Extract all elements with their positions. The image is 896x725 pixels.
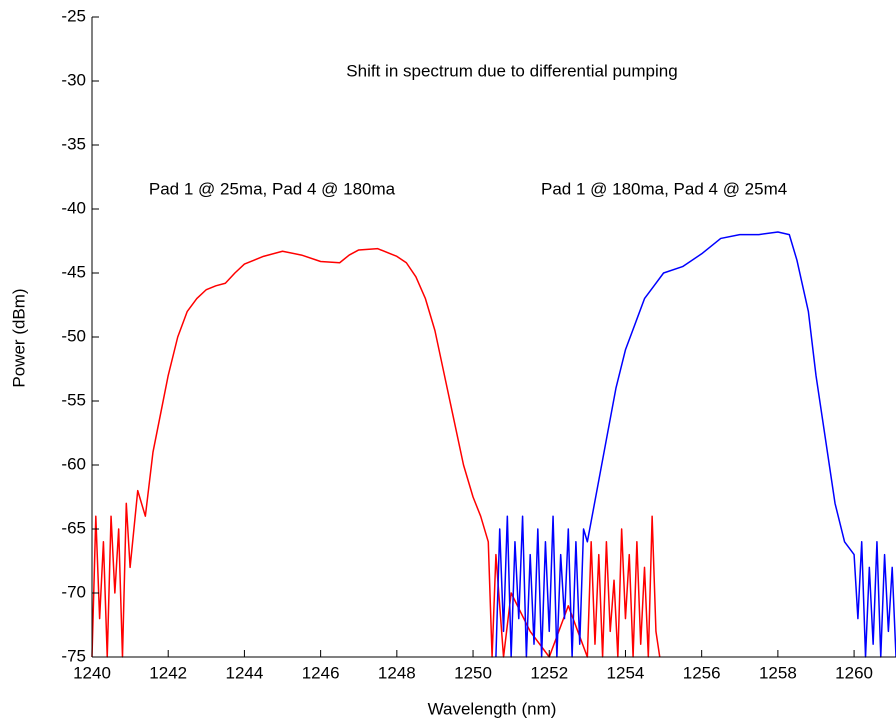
y-tick-label: -60 — [61, 454, 86, 473]
x-tick-label: 1252 — [530, 663, 568, 682]
x-tick-label: 1260 — [835, 663, 873, 682]
y-tick-label: -45 — [61, 262, 86, 281]
y-tick-label: -50 — [61, 326, 86, 345]
x-tick-label: 1250 — [454, 663, 492, 682]
y-tick-label: -30 — [61, 70, 86, 89]
x-tick-label: 1242 — [149, 663, 187, 682]
y-tick-label: -70 — [61, 582, 86, 601]
x-tick-label: 1256 — [683, 663, 721, 682]
x-tick-label: 1254 — [607, 663, 645, 682]
y-tick-label: -35 — [61, 134, 86, 153]
x-tick-label: 1258 — [759, 663, 797, 682]
y-tick-label: -55 — [61, 390, 86, 409]
y-tick-label: -75 — [61, 646, 86, 665]
y-tick-label: -40 — [61, 198, 86, 217]
annotation: Shift in spectrum due to differential pu… — [346, 61, 677, 80]
x-tick-label: 1240 — [73, 663, 111, 682]
x-axis-label: Wavelength (nm) — [428, 699, 557, 718]
y-tick-label: -25 — [61, 6, 86, 25]
x-tick-label: 1244 — [226, 663, 264, 682]
data-line — [91, 247, 661, 658]
annotation: Pad 1 @ 25ma, Pad 4 @ 180ma — [149, 179, 396, 198]
data-line — [495, 231, 896, 658]
x-tick-label: 1246 — [302, 663, 340, 682]
y-axis-label: Power (dBm) — [9, 288, 28, 387]
x-tick-label: 1248 — [378, 663, 416, 682]
annotation: Pad 1 @ 180ma, Pad 4 @ 25m4 — [541, 179, 787, 198]
y-tick-label: -65 — [61, 518, 86, 537]
